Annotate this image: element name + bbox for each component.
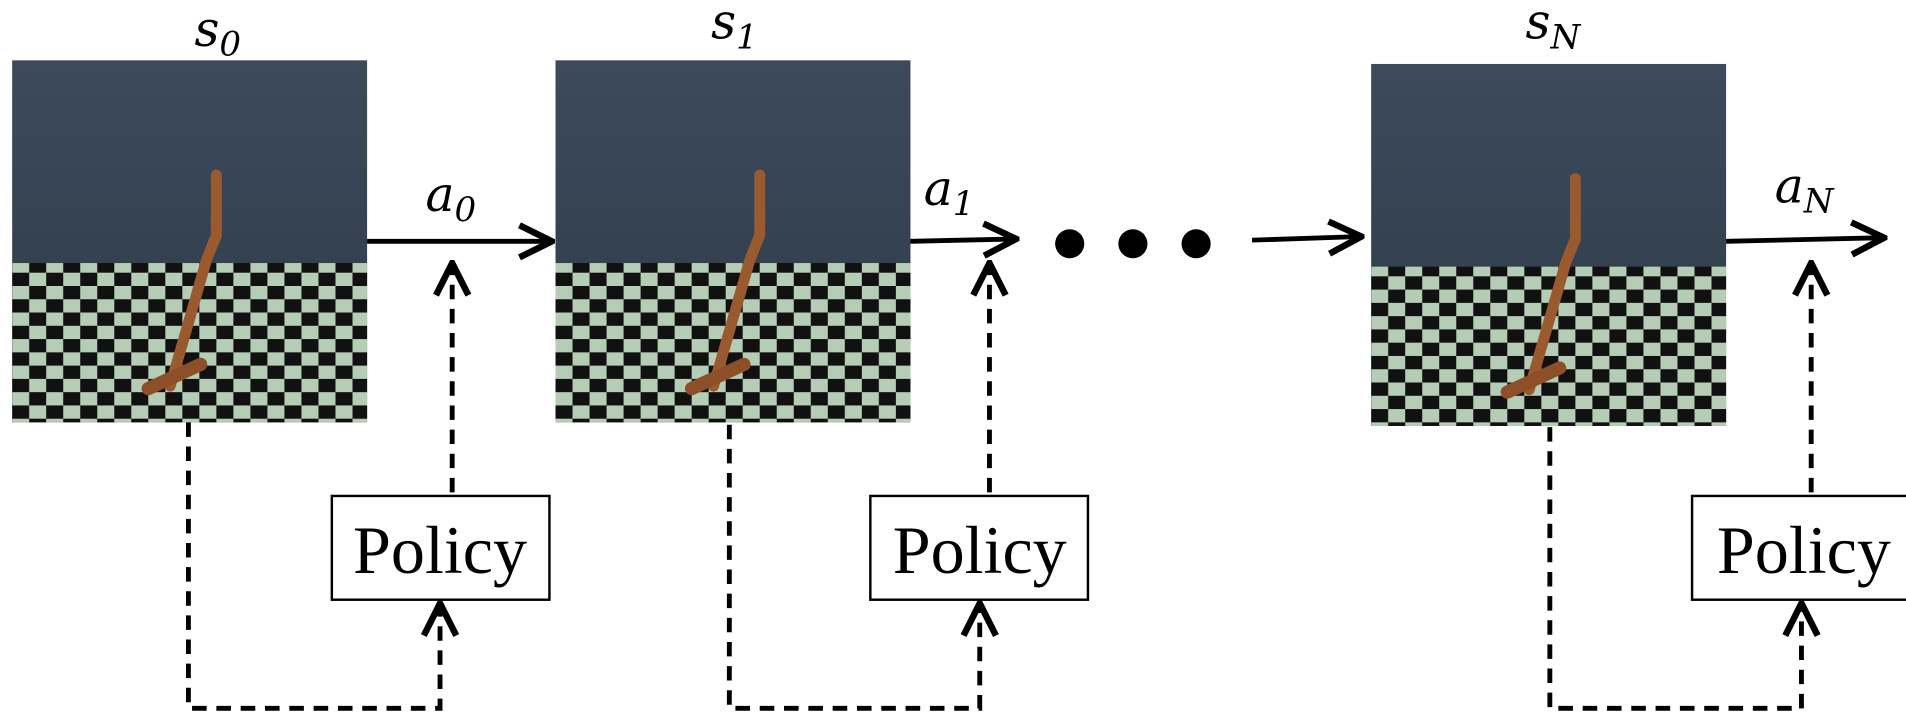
action-arrow (1726, 238, 1884, 242)
action-arrow (1252, 237, 1361, 241)
ellipsis-dot (1118, 229, 1147, 258)
state-label: sN (1526, 0, 1582, 56)
policy-label: Policy (893, 513, 1067, 588)
ellipsis-dot (1055, 229, 1084, 258)
state-image (556, 60, 911, 422)
ellipsis-dot (1182, 229, 1211, 258)
action-label: aN (1775, 159, 1835, 220)
state-image (1371, 64, 1726, 426)
action-arrow (910, 239, 1016, 241)
state-image (12, 60, 367, 422)
diagram: s0 s1 sN a0 a1 aN Policy Policy Policy (0, 0, 1906, 724)
state-label: s1 (711, 0, 758, 56)
policy-label: Policy (353, 513, 527, 588)
page: s0 s1 sN a0 a1 aN Policy Policy Policy (… (0, 0, 1906, 724)
policy-label: Policy (1717, 513, 1891, 588)
action-label: a1 (924, 161, 975, 222)
state-label: s0 (194, 2, 241, 63)
action-label: a0 (425, 167, 476, 228)
